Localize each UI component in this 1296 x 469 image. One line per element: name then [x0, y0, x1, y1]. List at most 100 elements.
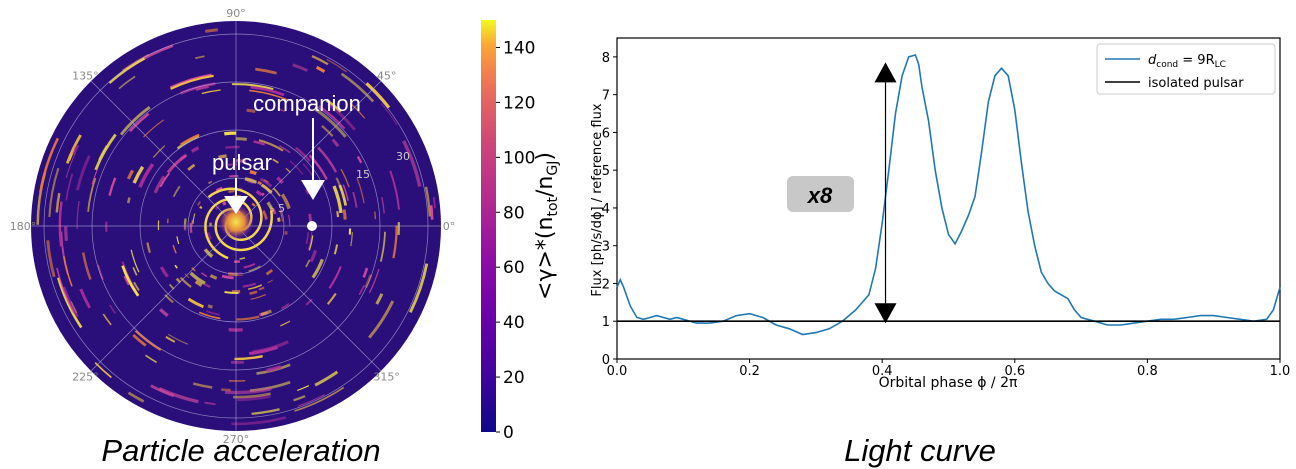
spiral-streak [207, 180, 213, 185]
spiral-streak [250, 294, 267, 300]
spiral-streak [260, 309, 273, 317]
spiral-streak [249, 345, 279, 356]
spiral-streak [358, 285, 365, 296]
spiral-streak [365, 82, 391, 109]
spiral-streak [314, 107, 347, 138]
spiral-streak [146, 242, 151, 254]
spiral-streak [169, 73, 212, 89]
angular-tick-label: 180° [10, 220, 37, 233]
radial-tick-label: 15 [356, 168, 370, 181]
legend-label-dcond: dcond = 9RLC [1148, 53, 1226, 70]
spiral-streak [379, 231, 386, 262]
spiral-streak [221, 274, 234, 280]
spiral-streak [159, 172, 170, 188]
spiral-streak [293, 395, 306, 402]
spiral-streak [261, 192, 265, 197]
spiral-streak [191, 266, 196, 272]
spiral-streak [280, 320, 291, 327]
angular-tick-label: 0° [443, 220, 456, 233]
spiral-streak [175, 277, 182, 284]
spiral-streak [132, 333, 147, 347]
angular-grid-line [235, 80, 382, 227]
spiral-streak [279, 145, 291, 154]
spiral-streak [65, 153, 76, 178]
spiral-streak [228, 189, 235, 194]
spiral-streak [199, 205, 203, 209]
spiral-streak [207, 304, 213, 309]
colorbar-label-sub1: tot [545, 196, 561, 216]
spiral-streak [153, 175, 166, 194]
light-curve-chart: 0.0 0.2 0.4 0.6 0.8 1.0 0 1 2 3 4 5 6 7 8 x8 dcond = 9… [590, 37, 1291, 391]
spiral-streak [297, 385, 310, 392]
colorbar: 0 20 40 60 80 100 120 140 <γ>*(ntot/nGJ) [481, 20, 561, 443]
spiral-streak [342, 209, 347, 220]
spiral-streak [134, 330, 162, 351]
angular-tick-label: 90° [226, 7, 246, 20]
spiral-streak [170, 74, 214, 90]
spiral-streak [305, 259, 311, 268]
spiral-streak [119, 106, 151, 136]
spiral-streak [292, 63, 309, 72]
spiral-streak [342, 184, 349, 201]
y-tick-label: 6 [602, 126, 610, 141]
spiral-streak [76, 200, 80, 230]
spiral-streak [317, 146, 338, 173]
spiral-streak [224, 291, 239, 295]
spiral-streak [145, 354, 158, 364]
spiral-streak [247, 284, 263, 290]
spiral-streak [375, 293, 384, 305]
spiral-streak [129, 112, 150, 133]
spiral-streak [225, 145, 240, 149]
spiral-streak [121, 265, 140, 297]
y-tick-label: 8 [602, 51, 610, 66]
spiral-streak [190, 146, 200, 153]
spiral-streak [318, 105, 346, 130]
spiral-streak [174, 264, 178, 269]
right-caption: Light curve [844, 433, 996, 468]
spiral-streak [280, 193, 291, 210]
spiral-streak [392, 225, 398, 259]
spiral-streak [307, 231, 313, 250]
pulsar-arrow-head [224, 196, 248, 214]
spiral-streak [91, 167, 99, 185]
spiral-streak [389, 170, 400, 210]
spiral-streak [227, 163, 238, 166]
spiral-streak [247, 181, 254, 185]
colorbar-ticks: 0 20 40 60 80 100 120 140 [496, 39, 535, 443]
colorbar-gradient [481, 20, 496, 432]
colorbar-label-mid: /n [533, 176, 558, 197]
spiral-streak [251, 408, 280, 415]
spiral-streak [266, 365, 282, 373]
spiral-streak [192, 213, 196, 224]
x-axis-label: Orbital phase ϕ / 2π [879, 375, 1018, 391]
spiral-streak [184, 273, 190, 279]
spiral-streak [194, 280, 203, 287]
spiral-streak [253, 140, 266, 146]
spiral-streak [277, 107, 286, 113]
spiral-streak [235, 137, 247, 141]
spiral-streak [215, 186, 223, 192]
spiral-streak [39, 137, 60, 193]
spiral-streak [221, 388, 231, 392]
spiral-streak [65, 134, 82, 164]
spiral-streak [259, 177, 273, 188]
spiral-streak [409, 263, 429, 313]
spiral-streak [246, 108, 256, 113]
legend: dcond = 9RLC isolated pulsar [1096, 43, 1276, 95]
spiral-streak [123, 275, 130, 286]
spiral-streak [48, 167, 60, 217]
y-tick-label: 3 [602, 240, 610, 255]
y-tick-label: 4 [602, 202, 610, 217]
spiral-streak [231, 83, 274, 91]
spiral-streak [340, 72, 375, 103]
spiral-streak [368, 300, 395, 339]
spiral-streak [331, 138, 340, 148]
light-curve-axes: 0.0 0.2 0.4 0.6 0.8 1.0 0 1 2 3 4 5 6 7 8 [602, 51, 1291, 379]
spiral-streak [201, 272, 208, 277]
spiral-streak [311, 258, 324, 279]
spiral-streak [242, 282, 256, 288]
spiral-streak [236, 274, 244, 276]
colorbar-tick-label: 140 [503, 39, 535, 59]
legend-dcond-mid: = 9R [1178, 53, 1214, 68]
